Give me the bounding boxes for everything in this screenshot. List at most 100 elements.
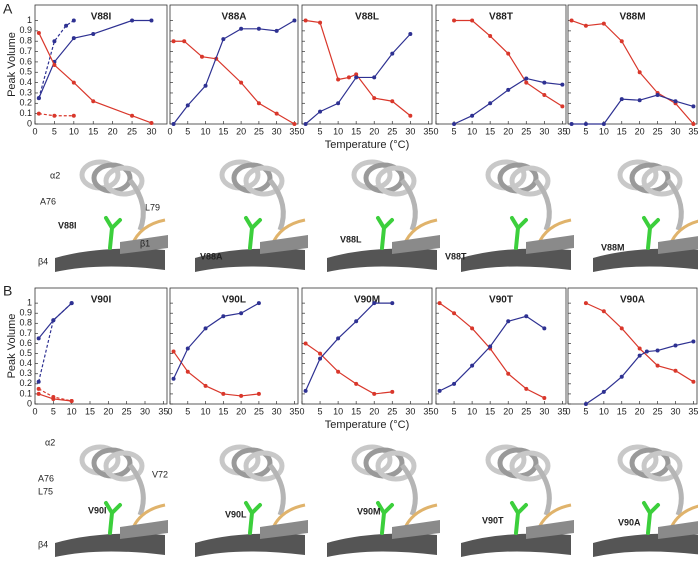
y-tick-label: 0.6 bbox=[19, 56, 32, 66]
x-tick-label: 35 bbox=[557, 406, 567, 416]
x-tick-label: 15 bbox=[617, 126, 627, 136]
data-point bbox=[691, 339, 696, 344]
y-axis-label: Peak Volume bbox=[6, 314, 18, 379]
data-point bbox=[303, 388, 308, 393]
x-tick-label: 35 bbox=[289, 126, 299, 136]
x-tick-label: 5 bbox=[452, 406, 457, 416]
x-tick-label: 0 bbox=[32, 126, 37, 136]
data-point bbox=[637, 98, 642, 103]
data-point bbox=[52, 113, 57, 118]
x-tick-label: 25 bbox=[254, 126, 264, 136]
data-point bbox=[601, 309, 606, 314]
data-point bbox=[583, 402, 588, 406]
data-point bbox=[488, 344, 493, 349]
data-point bbox=[524, 314, 529, 319]
y-tick-label: 1 bbox=[27, 15, 32, 25]
x-tick-label: 5 bbox=[318, 406, 323, 416]
x-tick-label: 10 bbox=[201, 126, 211, 136]
helix-loop bbox=[509, 450, 551, 482]
series-line bbox=[173, 302, 260, 380]
structure bbox=[55, 159, 168, 272]
series-line bbox=[305, 19, 411, 117]
side-chain bbox=[104, 501, 122, 535]
x-tick-label: 20 bbox=[369, 406, 379, 416]
data-point bbox=[569, 122, 574, 126]
data-point bbox=[318, 356, 323, 361]
data-point bbox=[71, 36, 76, 41]
beta-strand-light bbox=[260, 520, 308, 539]
structure bbox=[593, 444, 698, 557]
data-point bbox=[303, 18, 308, 23]
x-tick-label: 30 bbox=[272, 406, 282, 416]
x-tick-label: 30 bbox=[272, 126, 282, 136]
data-point bbox=[560, 82, 565, 87]
x-tick-label: 30 bbox=[670, 406, 680, 416]
x-tick-label: 15 bbox=[351, 406, 361, 416]
data-point bbox=[36, 30, 41, 35]
coil bbox=[268, 178, 286, 231]
side-chain bbox=[244, 216, 262, 250]
x-tick-label: 25 bbox=[653, 406, 663, 416]
x-tick-label: 35 bbox=[557, 126, 567, 136]
data-point bbox=[619, 374, 624, 379]
mutant-label: V88L bbox=[340, 234, 362, 244]
data-point bbox=[452, 381, 457, 386]
data-point bbox=[506, 371, 511, 376]
data-point bbox=[560, 104, 565, 109]
coil bbox=[534, 178, 552, 231]
side-chain bbox=[642, 216, 660, 250]
y-tick-label: 1 bbox=[27, 298, 32, 308]
beta-strand bbox=[593, 533, 698, 557]
x-tick-label: 20 bbox=[103, 406, 113, 416]
x-tick-label: 20 bbox=[108, 126, 118, 136]
data-point bbox=[303, 122, 308, 126]
data-point bbox=[619, 39, 624, 44]
beta-strand bbox=[55, 248, 165, 272]
y-tick-label: 0.3 bbox=[19, 368, 32, 378]
structure-label: β1 bbox=[140, 238, 150, 248]
data-point bbox=[655, 93, 660, 98]
structure bbox=[327, 444, 440, 557]
x-tick-label: 25 bbox=[387, 406, 397, 416]
structure-label: L79 bbox=[145, 202, 160, 212]
structure bbox=[461, 444, 574, 557]
chart-title: V88I bbox=[91, 12, 112, 23]
y-tick-label: 0.9 bbox=[19, 25, 32, 35]
data-point bbox=[336, 369, 341, 374]
series-line bbox=[173, 351, 259, 397]
x-tick-label: 10 bbox=[467, 406, 477, 416]
beta-strand bbox=[195, 533, 305, 557]
mutant-label: V90T bbox=[482, 515, 504, 525]
data-point bbox=[390, 51, 395, 56]
chart-title: V88A bbox=[221, 12, 246, 23]
data-point bbox=[221, 314, 226, 319]
plot-frame bbox=[301, 4, 433, 125]
data-point bbox=[51, 394, 56, 399]
helix-loop bbox=[509, 165, 551, 197]
structure-label: L75 bbox=[38, 486, 53, 496]
data-point bbox=[655, 363, 660, 368]
helix-loop bbox=[243, 165, 285, 197]
x-tick-label: 0 bbox=[167, 406, 172, 416]
x-tick-label: 20 bbox=[503, 406, 513, 416]
series-line bbox=[305, 342, 393, 395]
data-point bbox=[239, 26, 244, 31]
x-tick-label: 10 bbox=[599, 126, 609, 136]
beta-strand-light bbox=[392, 520, 440, 539]
x-tick-label: 20 bbox=[635, 126, 645, 136]
beta-strand-light bbox=[120, 235, 168, 254]
data-point bbox=[524, 76, 529, 81]
mutant-label: V88T bbox=[445, 251, 467, 261]
series-line bbox=[38, 32, 152, 124]
side-chain bbox=[510, 216, 528, 250]
data-point bbox=[64, 23, 69, 28]
data-point bbox=[203, 326, 208, 331]
data-point bbox=[583, 23, 588, 28]
coil bbox=[128, 463, 146, 516]
helix-loop bbox=[103, 165, 145, 197]
x-tick-label: 30 bbox=[670, 126, 680, 136]
x-tick-label: 10 bbox=[599, 406, 609, 416]
coil bbox=[400, 178, 418, 231]
beta-strand bbox=[461, 533, 571, 557]
y-tick-label: 0.5 bbox=[19, 67, 32, 77]
